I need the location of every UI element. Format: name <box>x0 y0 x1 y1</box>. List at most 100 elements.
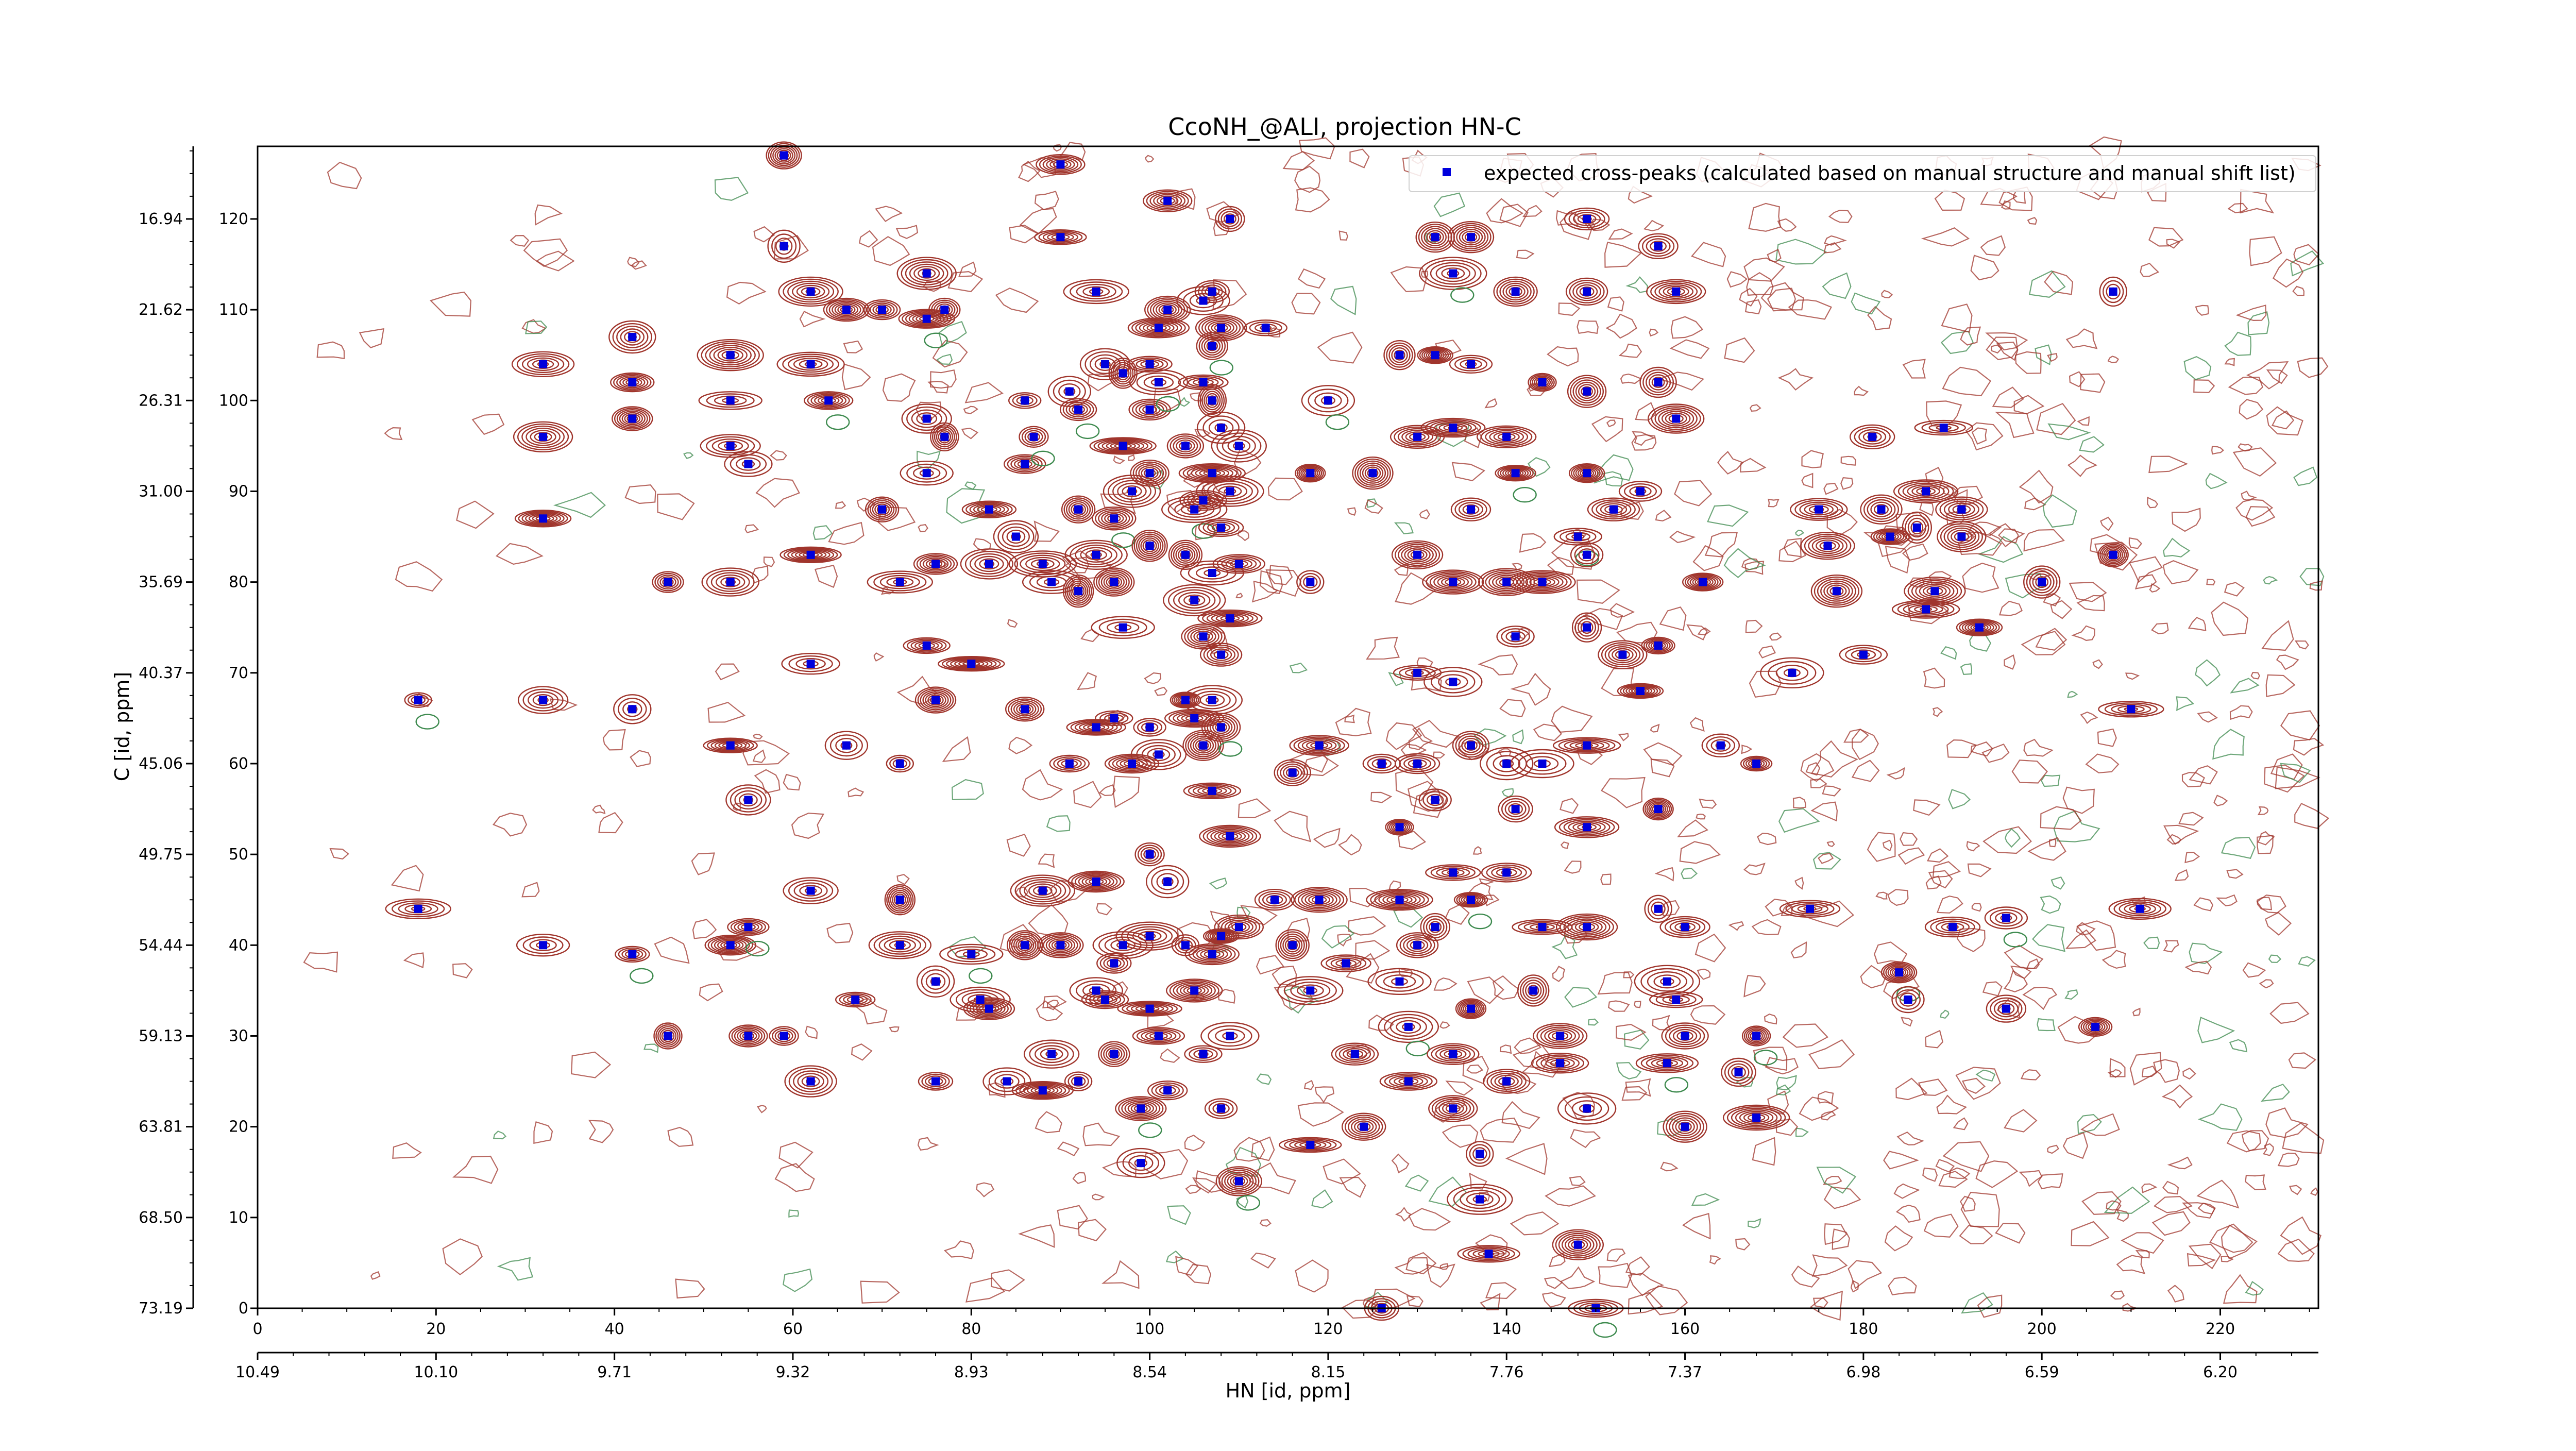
contour-ring <box>1986 994 2027 1023</box>
noise-contour <box>2263 1143 2274 1156</box>
expected-peak <box>1957 505 1966 514</box>
noise-contour <box>329 848 349 860</box>
contour-ring <box>1133 718 1166 737</box>
contour-ring <box>1098 1041 1130 1067</box>
noise-contour <box>2294 640 2309 650</box>
contour-ring <box>1800 531 1855 560</box>
noise-contour <box>1826 840 1835 847</box>
contour-ring <box>2023 565 2061 599</box>
contour-ring <box>1100 1043 1128 1065</box>
expected-peak <box>1190 596 1199 604</box>
contour-ring <box>787 280 835 303</box>
expected-peak <box>1118 941 1127 950</box>
noise-contour <box>1669 339 1710 359</box>
expected-peak <box>1395 977 1404 986</box>
noise-contour <box>1694 933 1726 963</box>
contour-ring <box>1006 529 1026 544</box>
negative-contour <box>1236 1195 1261 1211</box>
contour-ring <box>1296 984 1324 997</box>
noise-contour <box>1741 745 1753 754</box>
contour-ring <box>1403 757 1432 770</box>
contour-ring <box>1491 866 1522 879</box>
contour-ring <box>657 1026 679 1046</box>
contour-ring <box>1701 733 1740 757</box>
contour-ring <box>714 938 747 952</box>
contour-ring <box>1731 1107 1782 1128</box>
noise-contour <box>1185 1185 1201 1194</box>
contour-ring <box>1839 645 1888 665</box>
y-ppm-tick-label: 63.81 <box>139 1118 183 1136</box>
expected-peak <box>1948 923 1957 932</box>
contour-ring <box>1095 508 1133 529</box>
contour-ring <box>1935 920 1970 934</box>
contour-ring <box>1640 1055 1694 1072</box>
contour-ring <box>795 657 826 670</box>
contour-ring <box>730 787 767 813</box>
expected-peak <box>1288 941 1297 950</box>
contour-ring <box>521 425 565 448</box>
noise-contour <box>1743 975 1766 998</box>
noise-contour <box>2065 929 2096 949</box>
noise-contour <box>1165 1250 1184 1263</box>
noise-contour <box>896 874 910 885</box>
noise-contour <box>1366 636 1400 660</box>
contour-ring <box>608 320 656 354</box>
contour-ring <box>1649 991 1703 1008</box>
expected-peak <box>806 287 815 296</box>
contour-ring <box>1790 498 1848 521</box>
contour-ring <box>936 428 953 446</box>
noise-contour <box>1475 1234 1508 1255</box>
contour-ring <box>1198 518 1244 537</box>
contour-ring <box>1059 398 1097 421</box>
contour-ring <box>1810 574 1863 608</box>
noise-contour <box>1981 744 2010 763</box>
contour-ring <box>1214 830 1246 842</box>
contour-ring <box>1366 888 1433 911</box>
noise-contour <box>1514 1037 1542 1054</box>
expected-peak <box>1306 469 1315 478</box>
noise-contour <box>2181 1202 2216 1219</box>
contour-ring <box>1010 874 1076 907</box>
contour-ring <box>1136 463 1164 483</box>
contour-ring <box>706 569 755 595</box>
contour-ring <box>1061 495 1096 524</box>
noise-contour <box>1674 480 1713 507</box>
contour-ring <box>1274 759 1311 786</box>
expected-peak <box>1217 650 1226 659</box>
noise-contour <box>1758 645 1776 659</box>
contour-ring <box>1192 737 1214 754</box>
expected-peak <box>1208 469 1216 478</box>
x-ppm-tick-label: 7.37 <box>1668 1363 1702 1381</box>
noise-contour <box>675 1278 705 1299</box>
contour-ring <box>1403 936 1432 954</box>
contour-ring <box>1564 739 1610 751</box>
noise-contour <box>1620 373 1642 384</box>
noise-contour <box>1775 239 1827 265</box>
contour-ring <box>1428 1095 1478 1122</box>
contour-ring <box>1530 374 1555 391</box>
expected-peak <box>1663 977 1671 986</box>
noise-contour <box>1349 148 1370 168</box>
noise-contour <box>1439 1263 1449 1270</box>
contour-ring <box>1505 631 1526 643</box>
contour-ring <box>1289 1139 1332 1151</box>
noise-contour <box>1696 813 1706 820</box>
expected-peak <box>1270 896 1279 904</box>
contour-ring <box>1502 282 1529 301</box>
contour-ring <box>2108 898 2172 920</box>
noise-contour <box>1492 975 1520 1000</box>
expected-peak <box>1163 1086 1172 1095</box>
contour-ring <box>1883 963 1916 982</box>
noise-contour <box>1791 1265 1820 1288</box>
contour-ring <box>1658 284 1693 299</box>
contour-ring <box>1127 1102 1155 1116</box>
noise-contour <box>1484 398 1498 409</box>
contour-ring <box>1209 718 1233 736</box>
noise-contour <box>2280 710 2320 741</box>
contour-ring <box>706 738 754 752</box>
contour-ring <box>791 549 831 561</box>
noise-contour <box>1480 1117 1521 1143</box>
contour-ring <box>1591 499 1636 520</box>
noise-contour <box>2309 580 2324 591</box>
contour-ring <box>2113 899 2166 918</box>
